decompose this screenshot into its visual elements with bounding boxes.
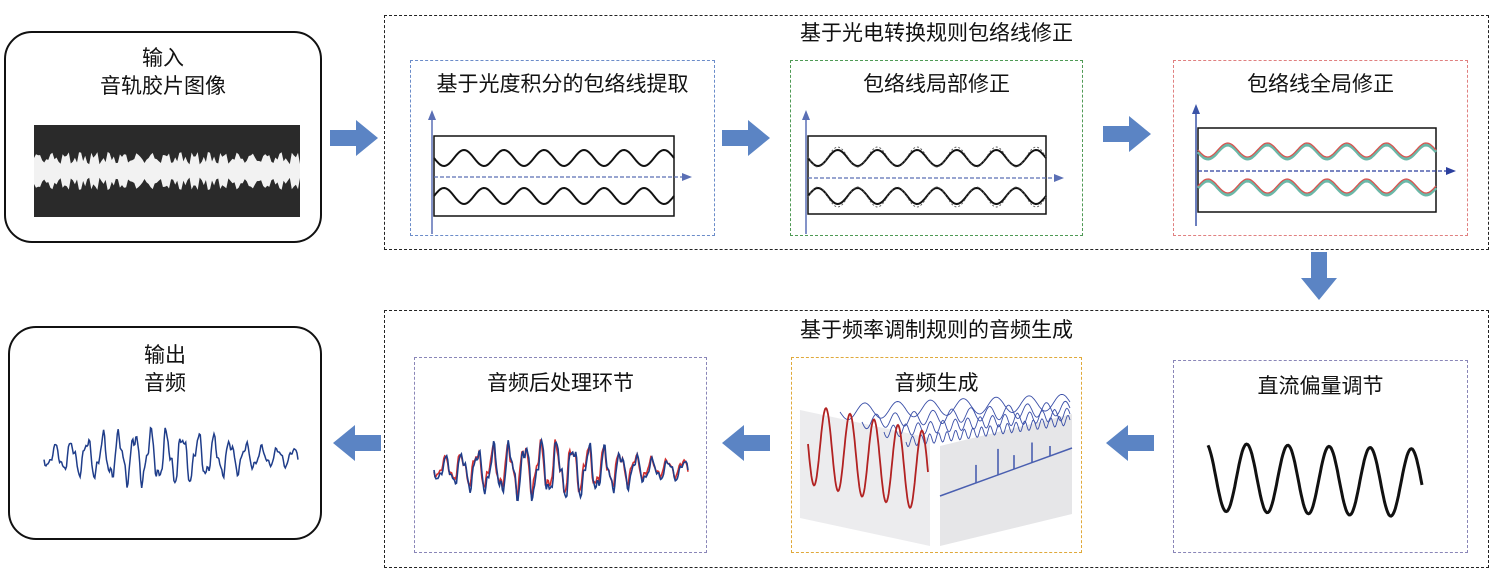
audio-generation-illustration xyxy=(800,393,1073,546)
step-global-correction: 包络线全局修正 xyxy=(1173,60,1468,236)
step-post-processing: 音频后处理环节 xyxy=(414,357,707,553)
input-subtitle: 音轨胶片图像 xyxy=(100,74,226,98)
component-waves xyxy=(839,393,1071,448)
upper-envelope-corrected xyxy=(807,148,1047,168)
lower-envelope-corrected xyxy=(807,186,1047,206)
component-wave xyxy=(883,407,1071,439)
local-correction-plot xyxy=(802,110,1064,234)
global-correction-plot xyxy=(1192,104,1456,226)
group-bottom-title: 基于频率调制规则的音频生成 xyxy=(800,318,1073,342)
lower-envelope-red xyxy=(1197,178,1437,194)
arrow-right-2 xyxy=(722,120,770,156)
output-title: 输出 xyxy=(144,343,186,367)
arrow-left-1 xyxy=(1106,425,1154,461)
step-post-processing-title: 音频后处理环节 xyxy=(487,371,634,395)
output-audio-waveform xyxy=(43,426,299,489)
post-processing-waveform xyxy=(433,437,689,502)
output-audio-line xyxy=(43,426,299,489)
step-envelope-extraction-title: 基于光度积分的包络线提取 xyxy=(436,72,689,96)
soundtrack-film-image xyxy=(34,125,300,217)
group-top-title: 基于光电转换规则包络线修正 xyxy=(800,21,1073,45)
step-dc-offset-title: 直流偏量调节 xyxy=(1257,374,1384,398)
input-box: 输入 音轨胶片图像 xyxy=(4,31,322,243)
input-title: 输入 xyxy=(142,46,184,70)
component-wave xyxy=(861,400,1071,430)
lower-envelope-teal xyxy=(1196,179,1438,197)
film-white-band xyxy=(34,151,300,191)
post-processing-blue-line xyxy=(433,437,689,502)
step-local-correction: 包络线局部修正 xyxy=(790,60,1083,236)
group-top: 基于光电转换规则包络线修正 xyxy=(384,15,1489,250)
step-dc-offset: 直流偏量调节 xyxy=(1173,360,1468,553)
time-plane xyxy=(800,410,930,546)
frequency-spikes xyxy=(975,442,1051,483)
upper-envelope-red xyxy=(1197,142,1437,158)
arrow-right-3 xyxy=(1103,116,1151,152)
step-local-correction-title: 包络线局部修正 xyxy=(863,72,1010,96)
step-envelope-extraction: 基于光度积分的包络线提取 xyxy=(410,60,715,236)
frequency-plane xyxy=(940,414,1072,546)
arrow-left-2 xyxy=(722,425,770,461)
lower-envelope-line xyxy=(433,186,675,206)
output-subtitle: 音频 xyxy=(144,371,186,395)
upper-envelope-teal xyxy=(1196,143,1438,161)
arrow-left-3 xyxy=(333,425,381,461)
arrow-down xyxy=(1301,252,1337,300)
step-global-correction-title: 包络线全局修正 xyxy=(1247,72,1394,96)
dc-offset-waveform xyxy=(1206,442,1424,518)
arrow-right-1 xyxy=(330,120,378,156)
component-wave xyxy=(905,414,1071,448)
component-wave xyxy=(839,393,1071,421)
time-domain-wave xyxy=(807,406,929,510)
group-bottom: 基于频率调制规则的音频生成 xyxy=(384,310,1489,568)
upper-envelope-line xyxy=(433,148,675,168)
step-audio-generation-title: 音频生成 xyxy=(894,371,979,395)
envelope-extraction-plot xyxy=(428,110,692,234)
step-audio-generation: 音频生成 xyxy=(791,357,1082,553)
dc-offset-line xyxy=(1206,442,1424,518)
